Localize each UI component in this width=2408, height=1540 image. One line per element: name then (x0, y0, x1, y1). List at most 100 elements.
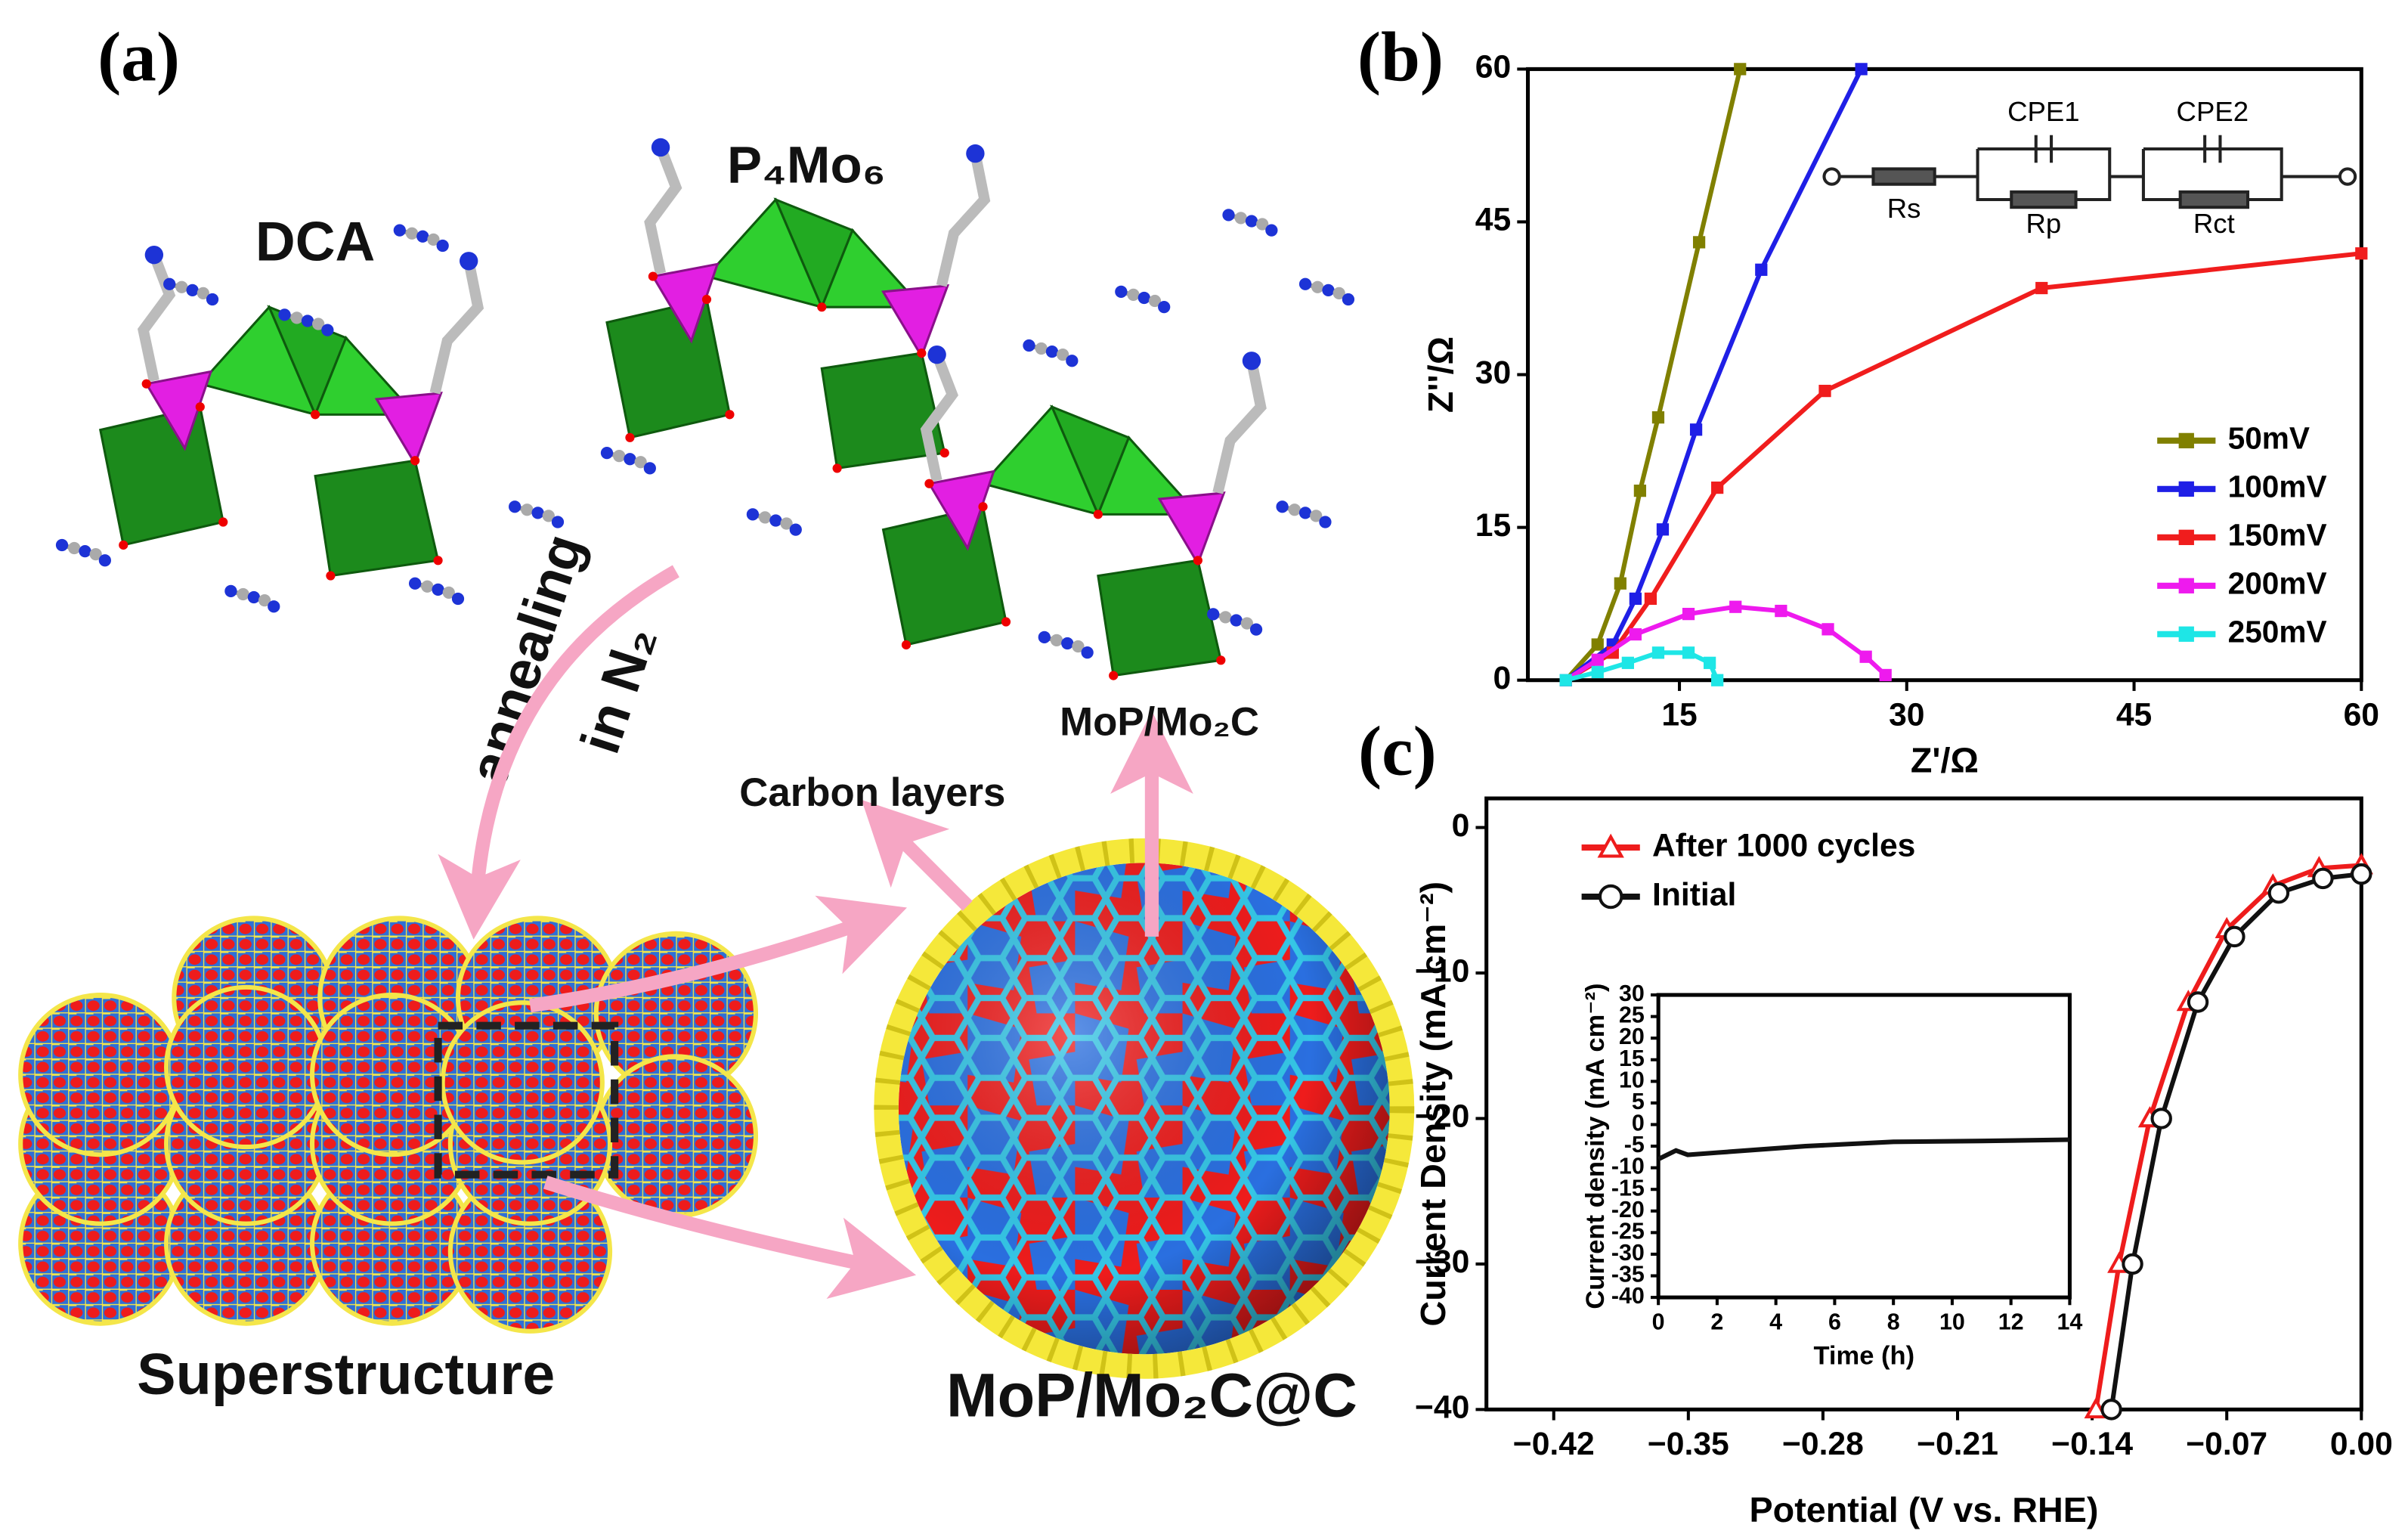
arrow (861, 799, 973, 911)
marker (2187, 991, 2209, 1013)
circuit-label: Rct (2193, 208, 2235, 239)
y-tick-label: −10 (1415, 953, 1469, 989)
marker (1656, 523, 1670, 536)
y-tick-label: 5 (1632, 1089, 1645, 1114)
series-line (1657, 1137, 2070, 1161)
marker (1591, 653, 1604, 666)
chart: 0 2 4 6 8 10 12 14-40-35-30-25-20-15-10-5051015… (1581, 981, 2082, 1370)
marker (1821, 623, 1834, 636)
x-tick-label: −0.42 (1513, 1426, 1595, 1462)
marker (1704, 656, 1716, 669)
x-axis-label: Z'/Ω (1911, 741, 1979, 780)
series-line (1564, 68, 1743, 682)
marker (1591, 665, 1604, 679)
x-tick-label: 0 (1652, 1309, 1665, 1335)
marker (1629, 592, 1642, 606)
marker (2178, 481, 2194, 497)
marker (1711, 674, 1724, 686)
marker (1859, 650, 1872, 663)
circuit-label: CPE2 (2177, 96, 2249, 127)
panel-label: (b) (1357, 19, 1444, 97)
marker (1855, 63, 1868, 76)
legend-label: After 1000 cycles (1652, 827, 1915, 863)
y-axis-label: Current density (mA cm⁻²) (1581, 983, 1610, 1309)
marker (1775, 604, 1787, 618)
marker (2035, 281, 2048, 295)
p4mo6-label: P₄Mo₆ (727, 135, 886, 194)
marker (2122, 1253, 2143, 1275)
panel-label: (c) (1358, 713, 1437, 791)
y-tick-label: −30 (1415, 1244, 1469, 1280)
legend-label: 150mV (2228, 518, 2327, 553)
marker (1755, 263, 1768, 276)
marker (1621, 656, 1634, 669)
y-tick-label: -10 (1611, 1154, 1645, 1179)
plot-frame (1656, 993, 2072, 1300)
y-tick-label: −20 (1415, 1098, 1469, 1135)
y-tick-label: -15 (1611, 1175, 1645, 1201)
marker (1651, 646, 1665, 659)
circuit-label: Rs (1887, 193, 1921, 224)
circuit-label: Rp (2026, 208, 2062, 239)
marker (1692, 236, 1706, 249)
y-axis-label: Z''/Ω (1421, 336, 1460, 413)
marker (2312, 867, 2334, 890)
marker (1711, 481, 1724, 494)
y-tick-label: 10 (1619, 1067, 1645, 1092)
y-tick-label: 15 (1619, 1046, 1645, 1071)
marker (2351, 863, 2372, 885)
marker (1644, 592, 1657, 606)
panel-a: (a) DCA P₄Mo₆ annealing in N₂ (18, 19, 1415, 1430)
panel-label: (a) (97, 19, 180, 97)
y-tick-label: -35 (1611, 1262, 1645, 1287)
series-line (1564, 68, 1864, 683)
legend-label: Initial (1652, 876, 1736, 913)
y-tick-label: 0 (1452, 807, 1470, 844)
plot-frame (1484, 796, 2363, 1411)
legend-label: 200mV (2228, 566, 2327, 601)
x-tick-label: 10 (1939, 1309, 1965, 1335)
marker (2178, 578, 2194, 593)
y-tick-label: -5 (1624, 1132, 1645, 1157)
marker (1682, 646, 1695, 659)
y-tick-label: 0 (1493, 660, 1511, 696)
y-tick-label: 30 (1619, 981, 1645, 1006)
legend-label: 250mV (2228, 614, 2327, 649)
x-tick-label: 6 (1828, 1309, 1841, 1335)
x-axis-label: Potential (V vs. RHE) (1750, 1490, 2099, 1529)
y-tick-label: 20 (1619, 1024, 1645, 1049)
marker (1818, 384, 1831, 398)
x-tick-label: −0.28 (1782, 1426, 1864, 1462)
y-tick-label: -20 (1611, 1197, 1645, 1222)
x-tick-label: 0.00 (2330, 1426, 2393, 1462)
marker (2178, 432, 2194, 449)
y-tick-label: -25 (1611, 1218, 1645, 1244)
series-line (2109, 872, 2362, 1410)
legend-label: 100mV (2228, 469, 2327, 504)
x-tick-label: 14 (2057, 1309, 2082, 1335)
y-tick-label: 30 (1475, 355, 1511, 391)
x-tick-label: 60 (2344, 696, 2379, 733)
marker (1591, 638, 1604, 651)
arrow (543, 1176, 917, 1299)
x-tick-label: −0.21 (1917, 1426, 1998, 1462)
y-tick-label: 0 (1632, 1111, 1645, 1136)
marker (1879, 668, 1892, 682)
x-tick-label: 4 (1769, 1309, 1782, 1335)
x-tick-label: 12 (1998, 1309, 2024, 1335)
y-tick-label: 45 (1475, 202, 1511, 238)
circuit-label: CPE1 (2007, 96, 2079, 127)
x-tick-label: −0.07 (2186, 1426, 2267, 1462)
marker (2267, 882, 2290, 904)
shell-label: Carbon layers (739, 770, 1005, 815)
marker (1614, 577, 1626, 590)
core-label: MoP/Mo₂C (1060, 700, 1259, 745)
superstructure-label: Superstructure (137, 1342, 555, 1407)
y-tick-label: 15 (1475, 507, 1511, 544)
chart: 15 30 45 60 0 15 30 45 60 Z'/Ω Z''/Ω 50mV 100mV 150mV… (1421, 49, 2379, 780)
pom-cluster (884, 345, 1261, 680)
equivalent-circuit (1822, 135, 2357, 209)
marker (1559, 674, 1572, 686)
x-tick-label: −0.35 (1648, 1426, 1729, 1462)
